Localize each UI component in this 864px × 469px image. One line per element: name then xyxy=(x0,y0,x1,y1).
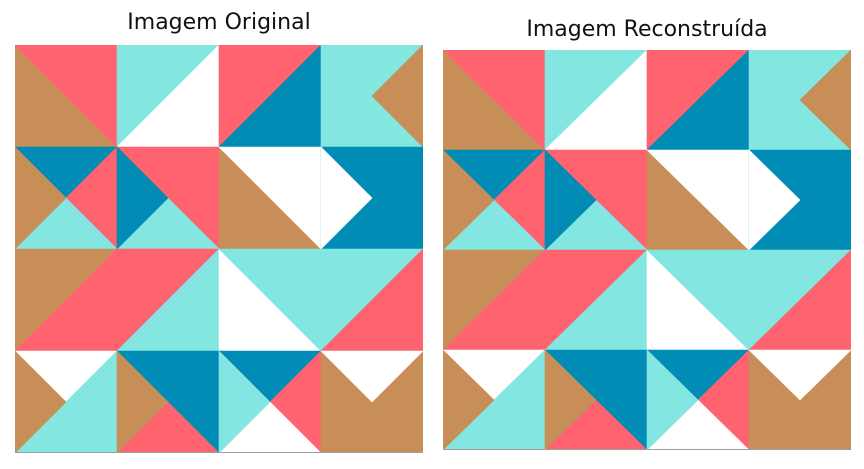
original-tile-r3c0-left-triangle xyxy=(15,350,67,453)
original-image-mosaic xyxy=(15,45,423,453)
original-tile-r0c3-arrow-triangle xyxy=(371,45,423,148)
reconstructed-image-title: Imagem Reconstruída xyxy=(526,17,768,42)
reconstructed-tile-r3c0-left-triangle xyxy=(443,349,495,450)
reconstructed-tile-r1c0-left-triangle xyxy=(443,149,495,251)
reconstructed-tile-r1c3-arrow-triangle xyxy=(748,149,801,251)
original-image-title: Imagem Original xyxy=(127,10,311,35)
original-tile-r1c1-left-triangle xyxy=(116,146,169,250)
reconstructed-tile-r1c1-left-triangle xyxy=(544,149,597,251)
reconstructed-tile-r3c2-left-triangle xyxy=(646,349,699,450)
reconstructed-tile-r3c3-arrow-triangle xyxy=(748,349,851,401)
original-tile-r1c0-left-triangle xyxy=(15,146,67,250)
reconstructed-tile-r0c3-arrow-triangle xyxy=(799,50,851,151)
reconstructed-tile-r3c1-left-triangle xyxy=(544,349,597,450)
original-tile-r3c2-left-triangle xyxy=(218,350,271,453)
original-tile-r3c1-left-triangle xyxy=(116,350,169,453)
original-tile-r1c3-arrow-triangle xyxy=(320,146,373,250)
reconstructed-image-mosaic xyxy=(443,50,851,450)
original-tile-r3c3-arrow-triangle xyxy=(320,350,423,403)
